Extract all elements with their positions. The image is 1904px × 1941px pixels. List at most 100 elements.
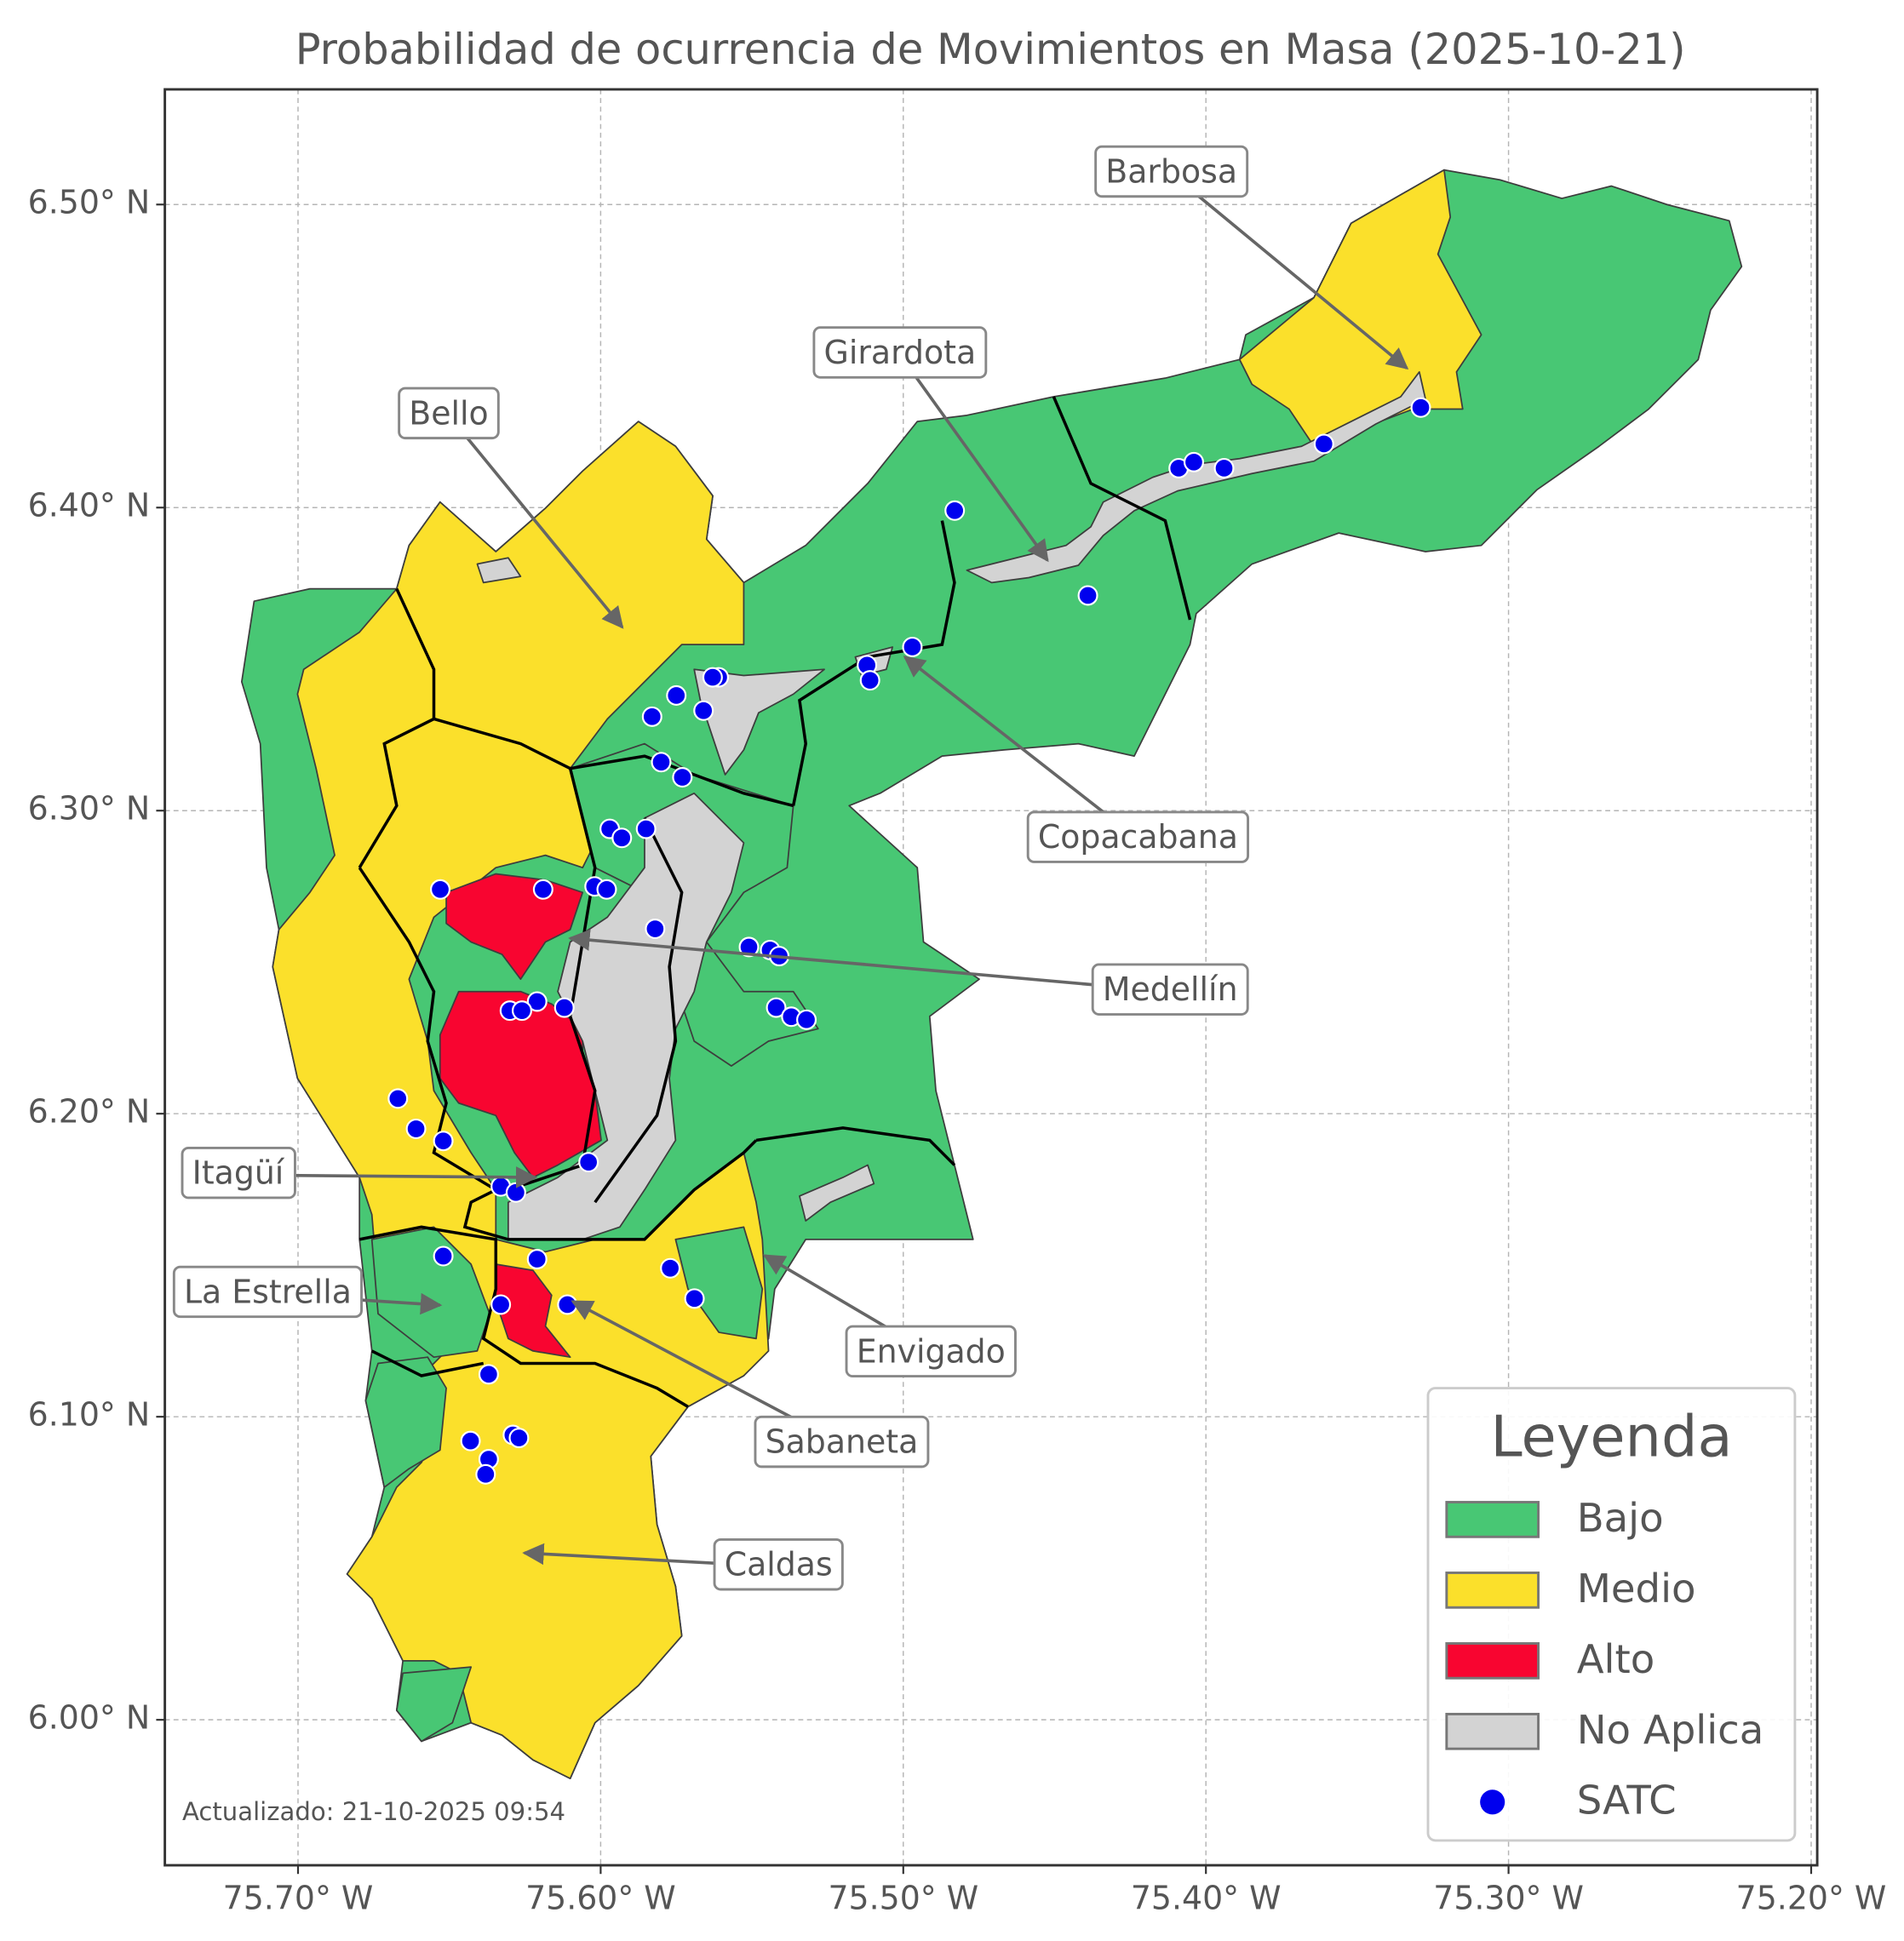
region-bajo — [395, 1666, 473, 1743]
satc-point — [1213, 457, 1235, 478]
footnote: Actualizado: 21-10-2025 09:54 — [182, 1797, 565, 1826]
regions — [240, 169, 1743, 1780]
legend-swatch — [1445, 1712, 1540, 1750]
annotation-box — [845, 1325, 1017, 1378]
annotation: Envigado — [762, 1254, 1017, 1378]
legend-swatch — [1445, 1642, 1540, 1680]
annotation: La Estrella — [172, 1265, 443, 1319]
region-bajo — [370, 1226, 490, 1359]
y-tick-label: 6.50° N — [28, 184, 150, 221]
satc-point — [1410, 397, 1431, 418]
satc-point — [387, 1088, 409, 1109]
satc-point — [651, 752, 672, 773]
satc-point — [672, 767, 693, 788]
x-tick-label: 75.20° W — [1736, 1879, 1887, 1916]
satc-point — [557, 1294, 578, 1315]
annotation-box — [1094, 145, 1249, 198]
region-bajo — [674, 1226, 764, 1340]
y-tick-label: 6.10° N — [28, 1396, 150, 1434]
satc-point — [578, 1152, 599, 1173]
boundary-line — [358, 1225, 689, 1408]
annotation-arrow — [1170, 172, 1409, 370]
map-frame — [163, 88, 1819, 1867]
satc-point — [532, 879, 553, 900]
boundary-line — [462, 1139, 758, 1241]
region-alto — [445, 873, 584, 981]
annotation: Sabaneta — [571, 1300, 930, 1469]
annotation-arrow — [898, 353, 1049, 563]
satc-point — [796, 1009, 817, 1030]
annotation-box — [754, 1415, 930, 1469]
boundary-line — [433, 717, 794, 808]
boundary-line — [1052, 396, 1192, 621]
boundary-line — [755, 1126, 956, 1166]
annotation-box — [812, 326, 988, 379]
legend-label: Medio — [1577, 1566, 1696, 1612]
annotation-box — [1091, 963, 1249, 1016]
annotation: Caldas — [522, 1537, 844, 1591]
region-no-aplica — [799, 1164, 875, 1222]
legend-marker — [1480, 1789, 1505, 1815]
annotation: Girardota — [812, 326, 1049, 563]
satc-point — [684, 1288, 705, 1309]
annotation-arrow — [447, 414, 624, 629]
legend-swatch — [1445, 1501, 1540, 1538]
satc-point — [405, 1118, 427, 1140]
annotation-label: Medellín — [1103, 970, 1238, 1008]
legend-label: Alto — [1577, 1636, 1655, 1682]
x-tick-label: 75.40° W — [1131, 1879, 1282, 1916]
y-tick-label: 6.30° N — [28, 790, 150, 827]
annotation-label: La Estrella — [184, 1273, 352, 1310]
satc-point — [505, 1182, 526, 1203]
satc-point — [645, 919, 666, 940]
annotation-label: Caldas — [725, 1546, 833, 1583]
annotation-box — [181, 1146, 296, 1200]
satc-point — [526, 1249, 548, 1270]
satc-point — [596, 879, 617, 900]
annotation: Itagüí — [181, 1146, 538, 1200]
annotation-label: Girardota — [824, 334, 977, 371]
boundary-line — [358, 587, 436, 869]
y-tick-label: 6.20° N — [28, 1093, 150, 1131]
annotation-box — [1026, 810, 1250, 863]
x-tick-label: 75.30° W — [1433, 1879, 1584, 1916]
satc-point — [1077, 585, 1098, 606]
annotation-box — [172, 1265, 363, 1319]
annotation: Medellín — [568, 929, 1249, 1016]
x-tick-label: 75.70° W — [223, 1879, 374, 1916]
satc-point — [490, 1294, 512, 1315]
annotation-box — [713, 1537, 844, 1591]
annotation-arrow — [568, 929, 1171, 993]
annotations: Barbosa Girardota Bello Copacabana Medellín I… — [172, 145, 1409, 1591]
boundary-line — [594, 817, 684, 1204]
annotation-label: Bello — [409, 394, 488, 432]
satc-point — [508, 1428, 530, 1449]
satc-point — [553, 997, 575, 1018]
satc-point — [902, 636, 923, 657]
satc-points — [387, 397, 1431, 1485]
satc-point — [433, 1131, 454, 1152]
region-no-aplica — [966, 371, 1426, 584]
legend-title: Leyenda — [1490, 1403, 1732, 1469]
annotation-label: Itagüí — [192, 1154, 285, 1192]
satc-point — [738, 936, 760, 958]
legend: Leyenda Bajo Medio Alto No Aplica SATC — [1426, 1387, 1797, 1842]
satc-point — [430, 879, 451, 900]
legend-label: No Aplica — [1577, 1707, 1764, 1753]
satc-point — [478, 1364, 499, 1385]
x-tick-label: 75.50° W — [828, 1879, 978, 1916]
annotation-arrow — [903, 656, 1139, 841]
region-bajo — [364, 1356, 447, 1488]
satc-point — [1313, 433, 1334, 455]
annotation-label: Copacabana — [1038, 818, 1238, 856]
y-tick-label: 6.00° N — [28, 1699, 150, 1737]
annotation-label: Envigado — [857, 1332, 1006, 1370]
region-medio — [272, 421, 770, 1780]
map-title: Probabilidad de ocurrencia de Movimiento… — [295, 25, 1686, 74]
satc-point — [526, 991, 548, 1012]
legend-swatch — [1445, 1572, 1540, 1609]
satc-point — [693, 700, 714, 721]
